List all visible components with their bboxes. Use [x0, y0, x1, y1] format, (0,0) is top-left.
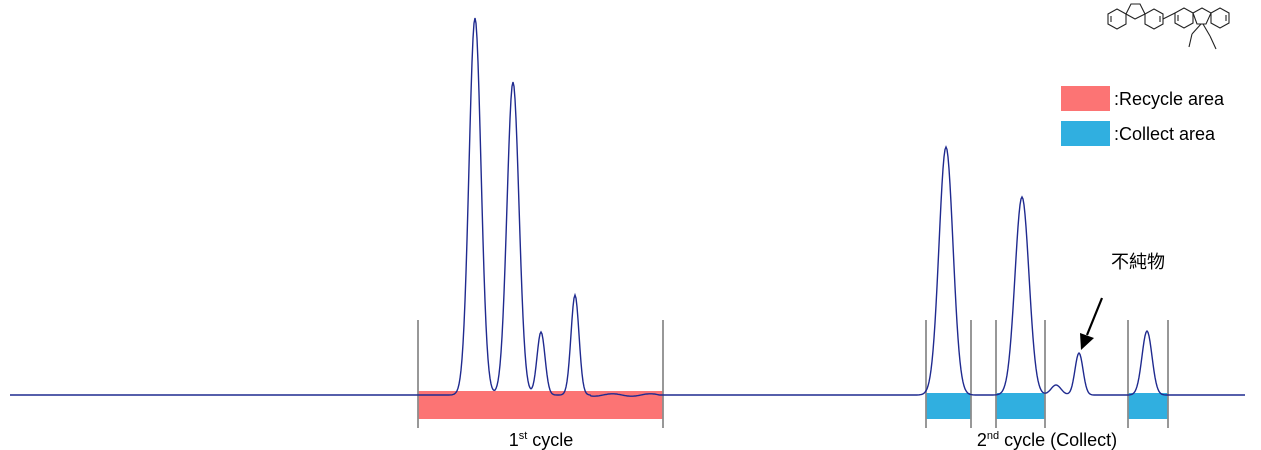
impurity-arrow [1080, 297, 1104, 350]
legend: :Recycle area :Collect area [1061, 86, 1225, 146]
first-cycle-label: 1st cycle [509, 430, 574, 450]
legend-swatch-collect [1061, 121, 1110, 146]
cycle-dividers [417, 320, 1169, 428]
collect-band-1 [926, 393, 971, 419]
chromatogram-trace [10, 17, 1245, 397]
legend-label-recycle: :Recycle area [1114, 89, 1225, 109]
collect-band-3 [1128, 393, 1168, 419]
second-cycle-label: 2nd cycle (Collect) [977, 430, 1117, 450]
legend-label-collect: :Collect area [1114, 124, 1216, 144]
legend-swatch-recycle [1061, 86, 1110, 111]
molecule-structure-icon [1107, 3, 1230, 50]
impurity-label: 不純物 [1111, 252, 1165, 272]
collect-band-2 [996, 393, 1045, 419]
